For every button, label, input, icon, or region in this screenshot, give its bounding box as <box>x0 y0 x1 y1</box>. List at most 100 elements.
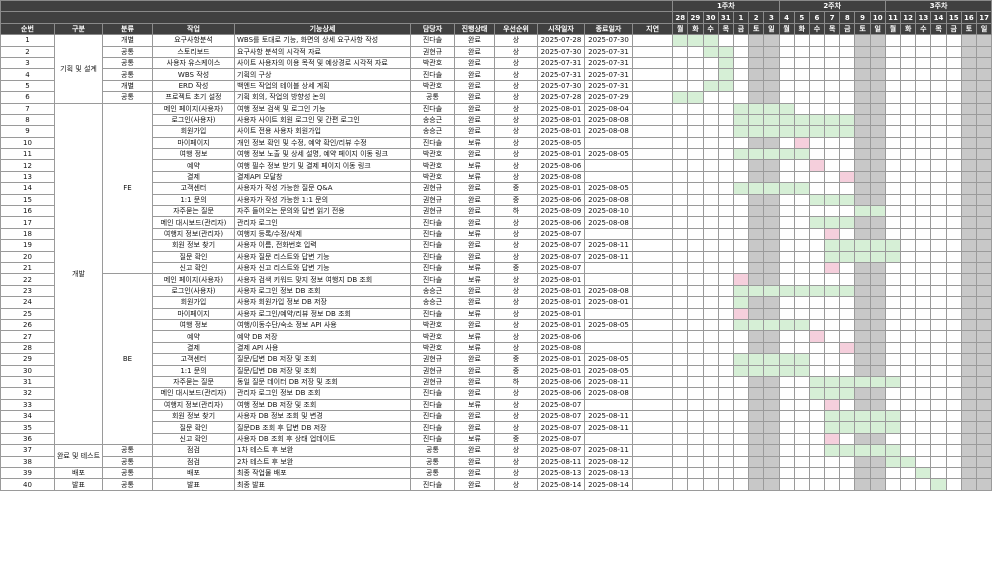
row-number: 8 <box>0 113 55 127</box>
function-cell: 사용자 로그인/예약/리뷰 정보 DB 조회 <box>234 307 411 320</box>
gantt-cell <box>793 34 810 47</box>
gantt-cell <box>763 273 780 286</box>
gantt-cell <box>672 91 689 104</box>
gantt-cell <box>976 375 992 389</box>
gantt-cell <box>976 91 992 104</box>
gantt-cell <box>915 125 932 138</box>
gantt-cell <box>763 68 780 81</box>
gantt-cell <box>915 421 932 434</box>
priority-cell: 상 <box>494 421 538 434</box>
end-date-cell <box>584 159 633 172</box>
gantt-cell <box>945 56 962 70</box>
function-cell: 질문/답변 DB 저장 및 조회 <box>234 364 411 377</box>
start-date-cell: 2025-07-31 <box>537 56 585 70</box>
gantt-cell <box>930 170 947 184</box>
end-date-cell: 2025-07-31 <box>584 68 633 81</box>
gantt-cell <box>808 45 826 58</box>
gantt-cell <box>976 398 992 412</box>
gantt-cell <box>732 341 750 355</box>
gantt-cell <box>900 330 917 343</box>
gantt-cell <box>930 136 947 150</box>
owner-cell: 진다솔 <box>410 398 455 412</box>
gantt-cell <box>884 444 902 457</box>
gantt-cell <box>869 466 886 480</box>
delay-cell <box>631 34 674 47</box>
gantt-cell <box>854 239 871 252</box>
gantt-cell <box>748 330 765 343</box>
gantt-cell <box>976 478 992 491</box>
end-date-cell: 2025-08-11 <box>584 444 633 457</box>
gantt-cell <box>717 148 734 161</box>
gantt-cell <box>732 432 750 446</box>
priority-cell: 상 <box>494 34 538 47</box>
task-cell: 결제 <box>152 341 235 355</box>
gantt-cell <box>687 34 704 47</box>
gantt-cell <box>900 444 917 457</box>
gantt-cell <box>854 113 871 127</box>
gantt-cell <box>687 170 704 184</box>
gantt-cell <box>763 284 780 298</box>
gantt-cell <box>672 182 689 195</box>
gantt-cell <box>793 261 810 275</box>
gantt-cell <box>672 227 689 241</box>
gantt-cell <box>824 102 841 115</box>
gantt-cell <box>869 364 886 377</box>
gantt-cell <box>732 284 750 298</box>
gantt-cell <box>900 387 917 400</box>
gantt-cell <box>869 193 886 207</box>
gantt-cell <box>900 125 917 138</box>
status-cell: 보류 <box>454 136 495 150</box>
table-row: 6 공통 프로젝트 초기 설정 기획 회의, 작업의 방향성 논의 공통 완료 상 2025-… <box>0 91 992 104</box>
gantt-cell <box>702 364 719 377</box>
gantt-cell <box>717 136 734 150</box>
priority-cell: 상 <box>494 91 538 104</box>
gantt-cell <box>687 56 704 70</box>
gantt-cell <box>839 79 856 93</box>
row-number: 15 <box>0 193 55 207</box>
gantt-cell <box>763 296 780 309</box>
end-date-cell: 2025-08-13 <box>584 466 633 480</box>
end-date-cell: 2025-08-11 <box>584 410 633 423</box>
gantt-cell <box>854 216 871 229</box>
table-row: 9 회원가입 사이트 전용 사용자 회원가입 송승근 완료 상 2025-08-01 2025… <box>0 125 992 138</box>
end-date-cell: 2025-08-10 <box>584 205 633 218</box>
delay-cell <box>631 56 674 70</box>
day-number-header: 13 <box>915 11 932 24</box>
gantt-cell <box>869 91 886 104</box>
gantt-cell <box>793 79 810 93</box>
gantt-cell <box>976 410 992 423</box>
gantt-cell <box>976 273 992 286</box>
gantt-cell <box>778 170 795 184</box>
delay-cell <box>631 307 674 320</box>
gantt-cell <box>778 432 795 446</box>
task-cell: 여행지 정보(관리자) <box>152 227 235 241</box>
status-cell: 완료 <box>454 444 495 457</box>
delay-cell <box>631 159 674 172</box>
gantt-cell <box>976 170 992 184</box>
gantt-cell <box>763 398 780 412</box>
gantt-cell <box>687 398 704 412</box>
task-cell: 회원 정보 찾기 <box>152 410 235 423</box>
function-cell: WBS를 토대로 기능, 화면의 상세 요구사항 작성 <box>234 34 411 47</box>
end-date-cell: 2025-08-12 <box>584 455 633 469</box>
gantt-cell <box>687 353 704 366</box>
gantt-cell <box>915 45 932 58</box>
gantt-cell <box>702 273 719 286</box>
gantt-cell <box>930 227 947 241</box>
gantt-cell <box>672 421 689 434</box>
gantt-cell <box>945 375 962 389</box>
gantt-cell <box>702 284 719 298</box>
gantt-cell <box>824 364 841 377</box>
gantt-cell <box>854 341 871 355</box>
gantt-cell <box>900 79 917 93</box>
gantt-cell <box>793 330 810 343</box>
row-number: 36 <box>0 432 55 446</box>
gantt-cell <box>854 273 871 286</box>
gantt-cell <box>839 170 856 184</box>
gantt-cell <box>915 478 932 491</box>
gantt-cell <box>960 216 978 229</box>
gantt-cell <box>839 364 856 377</box>
delay-cell <box>631 375 674 389</box>
function-cell: 1차 테스트 후 보완 <box>234 444 411 457</box>
gantt-cell <box>945 170 962 184</box>
